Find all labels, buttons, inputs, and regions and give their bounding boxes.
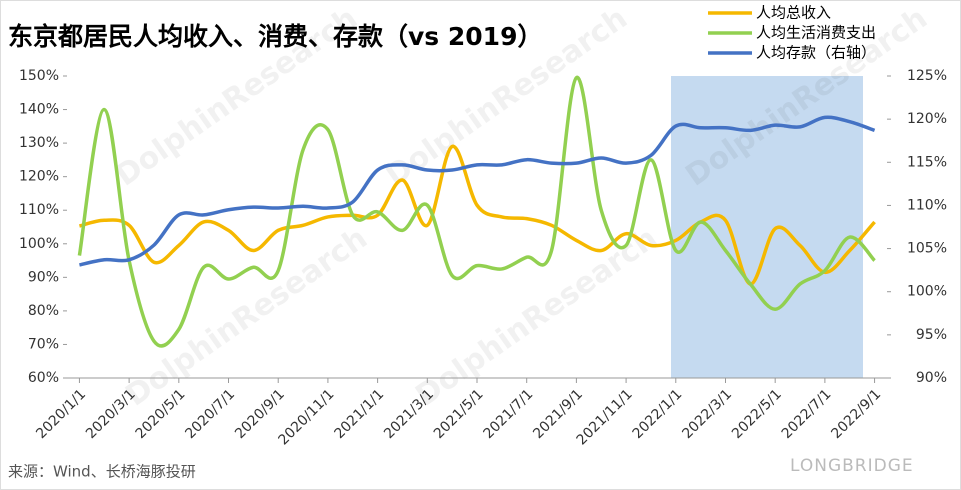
y2-tick-label: 105% [907,241,947,257]
y-tick-label: 100% [19,236,59,252]
y-tick-label: 110% [19,202,59,218]
series-line [79,115,876,267]
y-tick-label: 80% [28,303,59,319]
y2-tick-label: 90% [916,370,947,386]
legend-label: 人均总收入 [756,4,831,22]
logo: LONGBRIDGE [790,456,914,476]
y2-tick-label: 95% [916,327,947,343]
legend-label: 人均生活消费支出 [756,24,876,42]
chart-title: 东京都居民人均收入、消费、存款（vs 2019） [8,22,542,51]
legend-label: 人均存款（右轴） [756,44,876,62]
y2-tick-label: 100% [907,284,947,300]
y-tick-label: 120% [19,169,59,185]
y-tick-label: 60% [28,370,59,386]
y-tick-label: 90% [28,269,59,285]
y2-tick-label: 115% [907,154,947,170]
y-tick-label: 140% [19,102,59,118]
y-tick-label: 150% [19,68,59,84]
source: 来源：Wind、长桥海豚投研 [8,463,196,481]
y2-tick-label: 125% [907,68,947,84]
y-tick-label: 130% [19,135,59,151]
y2-tick-label: 120% [907,111,947,127]
y-tick-label: 70% [28,336,59,352]
series-line [77,75,876,348]
y2-tick-label: 110% [907,197,947,213]
